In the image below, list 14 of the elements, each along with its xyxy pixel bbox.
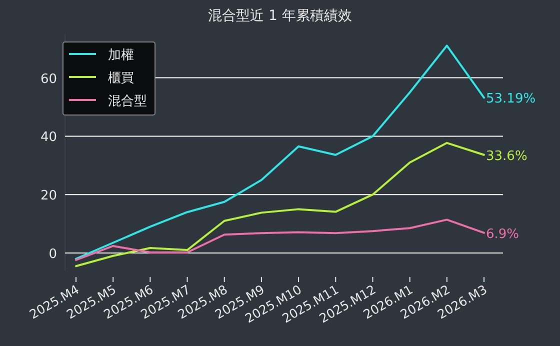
y-tick-label: 0 (48, 246, 57, 262)
title: 混合型近 1 年累積績效 (208, 8, 352, 24)
legend-label: 混合型 (108, 94, 147, 109)
data-label: 33.6% (486, 148, 528, 164)
data-label: 6.9% (486, 226, 520, 242)
y-tick-label: 60 (40, 72, 57, 87)
data-label: 53.19% (486, 92, 536, 107)
legend-label: 加權 (108, 48, 134, 63)
y-tick-label: 40 (40, 130, 57, 146)
line-series (75, 218, 485, 261)
line-series (75, 142, 485, 268)
line-series (75, 44, 485, 260)
y-tick-label: 20 (40, 188, 57, 204)
legend-label: 櫃買 (108, 71, 134, 86)
